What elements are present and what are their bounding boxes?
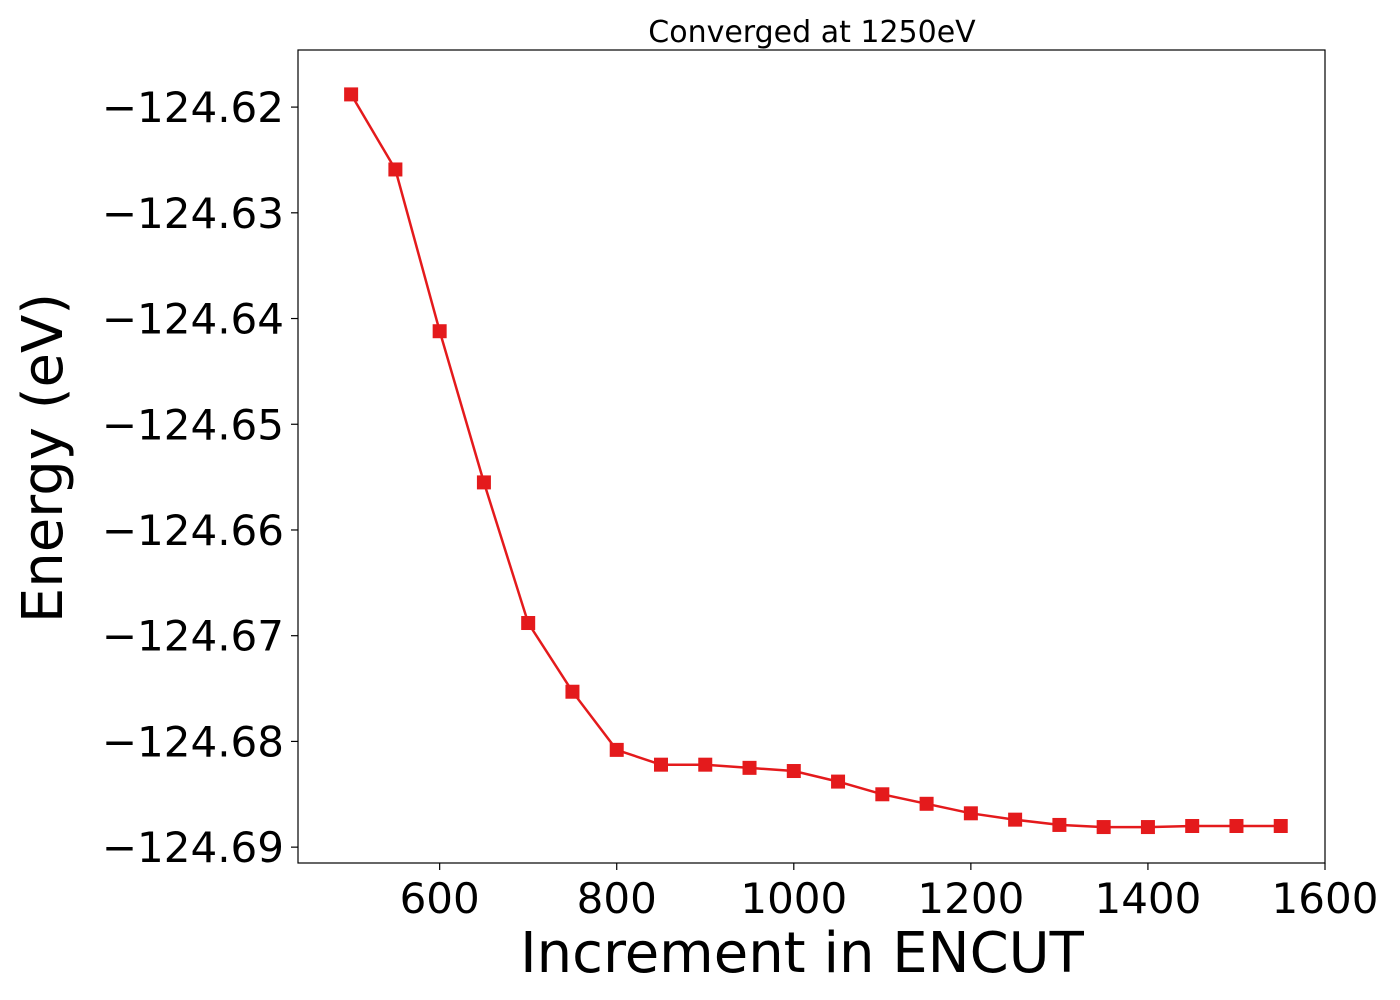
- data-point-marker: [344, 87, 359, 102]
- x-tick-label: 1200: [917, 874, 1024, 923]
- y-tick-label: −124.62: [102, 83, 284, 132]
- y-tick-label: −124.64: [102, 295, 284, 344]
- x-tick-label: 1400: [1094, 874, 1201, 923]
- data-point-marker: [698, 757, 713, 772]
- data-point-marker: [1273, 818, 1288, 833]
- x-axis: 600 800 1000 1200 1400 1600: [400, 863, 1379, 923]
- series-layer: [344, 87, 1288, 835]
- data-point-marker: [1185, 818, 1200, 833]
- y-tick-label: −124.65: [102, 400, 284, 449]
- data-point-marker: [1229, 818, 1244, 833]
- data-point-marker: [742, 760, 757, 775]
- data-point-marker: [521, 616, 536, 631]
- data-point-marker: [388, 162, 403, 177]
- y-tick-label: −124.63: [102, 189, 284, 238]
- data-point-marker: [1140, 820, 1155, 835]
- y-tick-label: −124.69: [102, 823, 284, 872]
- data-point-marker: [432, 324, 447, 339]
- series-line: [350, 93, 1281, 829]
- x-tick-label: 600: [400, 874, 480, 923]
- data-point-marker: [565, 684, 580, 699]
- data-point-marker: [653, 757, 668, 772]
- y-tick-label: −124.67: [102, 612, 284, 661]
- y-tick-label: −124.66: [102, 506, 284, 555]
- data-point-marker: [1096, 820, 1111, 835]
- data-point-marker: [831, 774, 846, 789]
- y-axis-label: Energy (eV): [11, 293, 76, 623]
- chart-title: Converged at 1250eV: [648, 15, 976, 50]
- y-axis: −124.62 −124.63 −124.64 −124.65 −124.66 −124.…: [102, 83, 298, 872]
- data-point-marker: [609, 742, 624, 757]
- data-point-marker: [786, 764, 801, 779]
- data-point-marker: [1008, 812, 1023, 827]
- data-point-marker: [1052, 817, 1067, 832]
- plot-area-frame: [297, 49, 1326, 864]
- x-tick-label: 800: [577, 874, 657, 923]
- data-point-marker: [875, 787, 890, 802]
- data-point-marker: [476, 475, 491, 490]
- data-point-marker: [919, 796, 934, 811]
- x-tick-label: 1600: [1272, 874, 1379, 923]
- x-tick-label: 1000: [740, 874, 847, 923]
- y-tick-label: −124.68: [102, 717, 284, 766]
- data-point-marker: [963, 806, 978, 821]
- x-axis-label: Increment in ENCUT: [520, 921, 1085, 986]
